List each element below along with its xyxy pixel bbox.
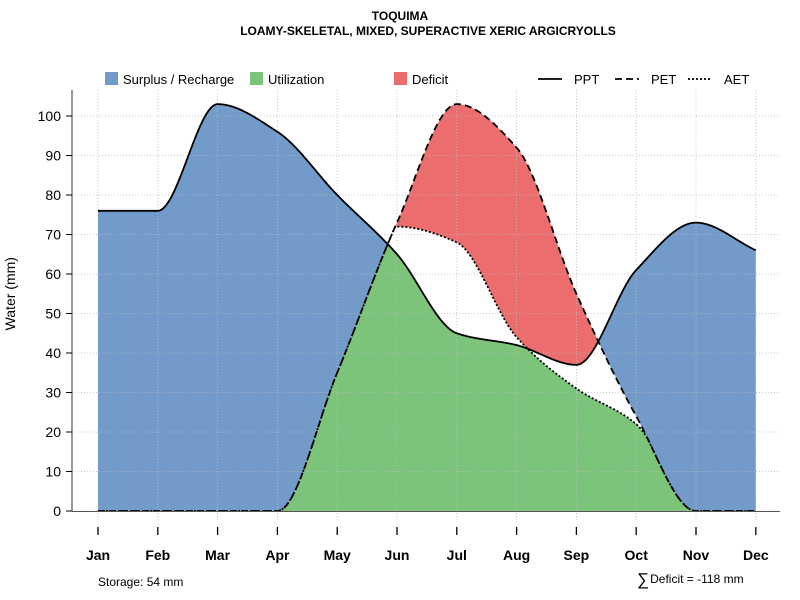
y-tick-label: 0: [53, 503, 61, 519]
legend-label: Deficit: [412, 72, 449, 87]
deficit-label: Deficit = -118 mm: [650, 572, 744, 586]
y-tick-label: 100: [38, 108, 62, 124]
y-tick-label: 70: [45, 227, 61, 243]
x-tick-label: Oct: [625, 547, 649, 563]
x-tick-label: Mar: [205, 547, 230, 563]
y-tick-label: 80: [45, 187, 61, 203]
legend-label: PPT: [574, 72, 599, 87]
legend-swatch: [394, 72, 407, 85]
utilization-area: [98, 244, 756, 511]
x-tick-label: Dec: [743, 547, 769, 563]
legend-swatch: [105, 72, 118, 85]
surplus-recharge-area: [98, 104, 756, 512]
legend-swatch: [250, 72, 263, 85]
x-tick-label: Sep: [564, 547, 590, 563]
y-axis-title: Water (mm): [2, 257, 18, 330]
deficit-area: [98, 104, 756, 365]
chart-title: TOQUIMA: [371, 9, 429, 23]
x-tick-label: Jul: [447, 547, 467, 563]
y-tick-label: 40: [45, 345, 61, 361]
legend-label: Surplus / Recharge: [123, 72, 234, 87]
x-tick-label: Aug: [503, 547, 530, 563]
sum-symbol: ∑: [637, 570, 650, 589]
chart-subtitle: LOAMY-SKELETAL, MIXED, SUPERACTIVE XERIC…: [240, 24, 616, 38]
x-tick-label: Nov: [683, 547, 710, 563]
y-tick-label: 60: [45, 266, 61, 282]
y-tick-label: 30: [45, 385, 61, 401]
series-line-ppt: [98, 103, 757, 366]
deficit-summary: ∑Deficit = -118 mm: [637, 570, 744, 590]
series-line-pet: [98, 103, 756, 512]
legend-label: Utilization: [268, 72, 324, 87]
y-tick-label: 50: [45, 306, 61, 322]
x-tick-label: May: [324, 547, 351, 563]
x-tick-label: Feb: [145, 547, 170, 563]
y-tick-label: 10: [45, 464, 61, 480]
legend-label: AET: [724, 72, 749, 87]
y-tick-label: 20: [45, 424, 61, 440]
storage-label: Storage: 54 mm: [98, 575, 184, 589]
x-tick-label: Jun: [385, 547, 410, 563]
legend-label: PET: [651, 72, 676, 87]
x-tick-label: Apr: [265, 547, 290, 563]
y-tick-label: 90: [45, 148, 61, 164]
x-tick-label: Jan: [86, 547, 110, 563]
